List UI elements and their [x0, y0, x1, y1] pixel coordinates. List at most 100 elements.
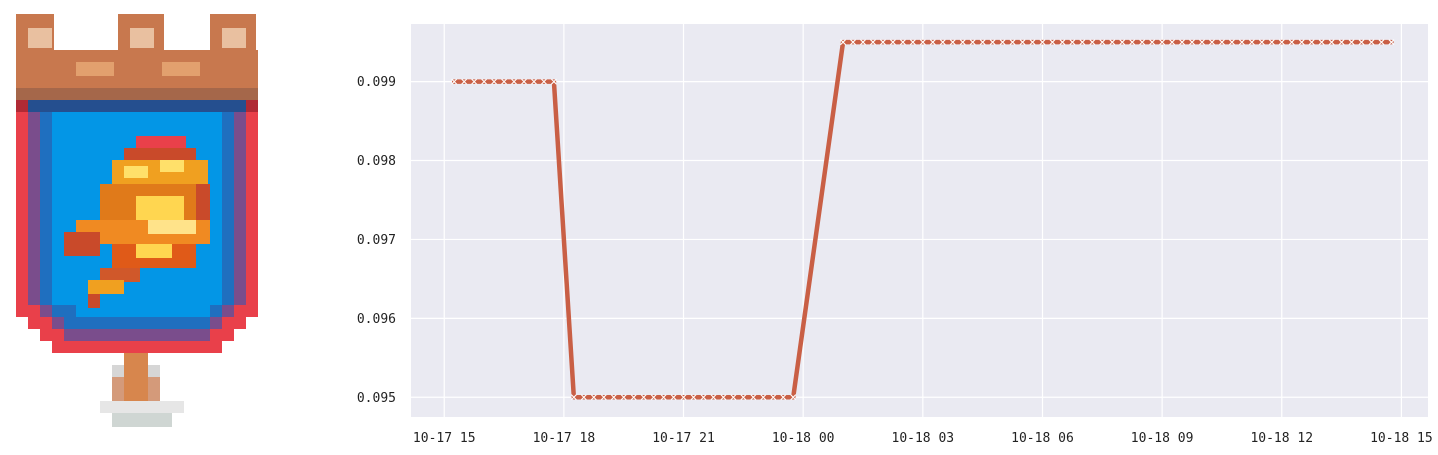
data-point-marker: [690, 394, 697, 401]
x-tick-label: 10-18 12: [1250, 431, 1313, 446]
data-point-marker: [949, 39, 956, 46]
data-point-marker: [650, 394, 657, 401]
data-point-marker: [939, 39, 946, 46]
data-point-marker: [1278, 39, 1285, 46]
data-point-marker: [909, 39, 916, 46]
data-point-marker: [660, 394, 667, 401]
data-point-marker: [1298, 39, 1305, 46]
data-point-marker: [740, 394, 747, 401]
y-tick-label: 0.097: [357, 233, 396, 248]
data-point-marker: [1218, 39, 1225, 46]
data-point-marker: [1029, 39, 1036, 46]
data-point-marker: [600, 394, 607, 401]
castle-shield-rocket-icon: [16, 14, 258, 427]
data-point-marker: [730, 394, 737, 401]
data-point-marker: [1169, 39, 1176, 46]
data-point-marker: [1009, 39, 1016, 46]
y-tick-label: 0.096: [357, 312, 396, 327]
data-point-marker: [640, 394, 647, 401]
y-tick-label: 0.099: [357, 75, 396, 90]
data-point-marker: [1248, 39, 1255, 46]
data-point-marker: [1308, 39, 1315, 46]
data-point-marker: [899, 39, 906, 46]
data-point-marker: [780, 394, 787, 401]
data-point-marker: [550, 78, 557, 85]
y-axis-ticks: 0.095 0.096 0.097 0.098 0.099: [357, 75, 396, 406]
data-point-marker: [471, 78, 478, 85]
data-point-marker: [919, 39, 926, 46]
data-point-marker: [1139, 39, 1146, 46]
data-point-marker: [710, 394, 717, 401]
data-point-marker: [999, 39, 1006, 46]
data-point-marker: [1318, 39, 1325, 46]
data-point-marker: [580, 394, 587, 401]
data-point-marker: [989, 39, 996, 46]
data-point-marker: [1119, 39, 1126, 46]
data-point-marker: [521, 78, 527, 85]
x-tick-label: 10-18 06: [1011, 431, 1074, 446]
data-point-marker: [1328, 39, 1335, 46]
x-tick-label: 10-17 21: [652, 431, 715, 446]
data-point-marker: [1228, 39, 1235, 46]
data-point-marker: [680, 394, 687, 401]
data-point-marker: [1288, 39, 1295, 46]
x-tick-label: 10-18 09: [1131, 431, 1194, 446]
data-point-marker: [1358, 39, 1365, 46]
data-point-marker: [700, 394, 707, 401]
x-tick-label: 10-17 15: [413, 431, 476, 446]
data-point-marker: [959, 39, 966, 46]
data-point-marker: [1109, 39, 1116, 46]
data-point-marker: [1388, 39, 1395, 46]
grid-lines: [411, 24, 1428, 417]
x-tick-label: 10-18 00: [772, 431, 835, 446]
data-point-marker: [540, 78, 547, 85]
data-point-marker: [610, 394, 617, 401]
x-tick-label: 10-18 03: [892, 431, 955, 446]
plot-background: [411, 24, 1428, 417]
data-point-marker: [860, 39, 866, 46]
data-point-marker: [1378, 39, 1385, 46]
data-point-marker: [1129, 39, 1136, 46]
data-point-marker: [889, 39, 896, 46]
data-point-marker: [979, 39, 986, 46]
data-point-marker: [1199, 39, 1205, 46]
data-point-marker: [1208, 39, 1215, 46]
data-point-marker: [1099, 39, 1106, 46]
data-point-marker: [511, 78, 518, 85]
y-tick-label: 0.098: [357, 154, 396, 169]
data-point-marker: [1039, 39, 1046, 46]
data-point-marker: [1189, 39, 1196, 46]
data-point-marker: [630, 394, 637, 401]
data-point-marker: [929, 39, 936, 46]
data-point-marker: [670, 394, 677, 401]
y-tick-label: 0.095: [357, 391, 396, 406]
data-point-marker: [750, 394, 757, 401]
data-point-marker: [1019, 39, 1026, 46]
data-point-marker: [790, 394, 797, 401]
data-point-marker: [1149, 39, 1156, 46]
data-point-marker: [770, 394, 777, 401]
data-point-marker: [1238, 39, 1245, 46]
data-point-marker: [969, 39, 976, 46]
data-point-marker: [850, 39, 857, 46]
x-tick-label: 10-17 18: [533, 431, 596, 446]
data-point-marker: [1049, 39, 1056, 46]
data-point-marker: [879, 39, 886, 46]
data-point-marker: [620, 394, 627, 401]
series-layer: [451, 39, 1395, 401]
x-axis-ticks: 10-17 15 10-17 18 10-17 21 10-18 00 10-18 03…: [413, 431, 1433, 446]
data-point-marker: [1338, 39, 1345, 46]
data-point-marker: [1059, 39, 1066, 46]
x-tick-label: 10-18 15: [1370, 431, 1433, 446]
data-point-marker: [1179, 39, 1186, 46]
data-point-marker: [720, 394, 727, 401]
data-point-marker: [869, 39, 876, 46]
data-point-marker: [840, 39, 847, 46]
data-point-marker: [451, 78, 458, 85]
data-point-marker: [1258, 39, 1265, 46]
data-point-marker: [1368, 39, 1375, 46]
data-point-marker: [760, 394, 767, 401]
data-point-marker: [530, 78, 537, 85]
data-point-marker: [501, 78, 508, 85]
